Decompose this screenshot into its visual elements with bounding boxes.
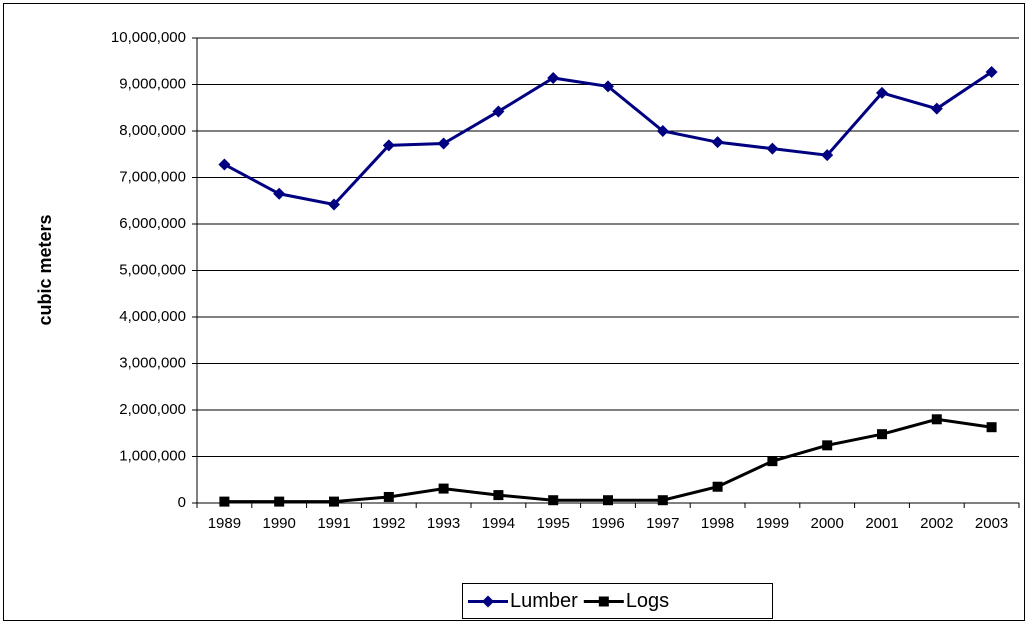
y-tick-label: 0	[178, 494, 186, 511]
marker	[602, 80, 614, 93]
marker	[219, 496, 230, 507]
y-tick-label: 10,000,000	[111, 29, 186, 46]
marker	[274, 496, 285, 507]
marker	[383, 491, 394, 502]
marker	[273, 187, 286, 200]
marker	[438, 483, 449, 494]
x-tick-label: 2000	[811, 515, 844, 532]
marker	[547, 71, 560, 84]
marker	[382, 139, 395, 152]
y-tick-label: 1,000,000	[119, 447, 186, 464]
y-tick-label: 7,000,000	[119, 168, 186, 185]
x-tick-label: 1998	[701, 515, 734, 532]
chart-border	[3, 3, 1025, 621]
y-tick-label: 8,000,000	[119, 122, 186, 139]
y-axis-label: cubic meters	[35, 214, 55, 325]
y-tick-label: 4,000,000	[119, 308, 186, 325]
marker	[766, 142, 779, 155]
marker	[821, 149, 834, 162]
marker	[598, 596, 609, 607]
marker	[822, 440, 833, 451]
x-tick-label: 1991	[317, 515, 350, 532]
y-tick-label: 2,000,000	[119, 401, 186, 418]
x-tick-label: 1993	[427, 515, 460, 532]
marker	[986, 422, 997, 433]
marker	[603, 495, 613, 506]
x-tick-label: 1996	[591, 515, 624, 532]
y-tick-label: 3,000,000	[119, 354, 186, 371]
y-tick-label: 6,000,000	[119, 215, 186, 232]
marker	[328, 198, 340, 211]
marker	[657, 495, 668, 506]
marker	[876, 86, 888, 99]
marker	[548, 495, 559, 506]
x-tick-label: 1995	[537, 515, 570, 532]
marker	[877, 429, 887, 440]
marker	[712, 481, 723, 492]
marker	[711, 136, 724, 149]
x-tick-label: 2001	[865, 515, 898, 532]
marker	[656, 125, 669, 137]
marker	[931, 414, 942, 425]
x-tick-label: 1997	[646, 515, 679, 532]
x-tick-label: 1990	[263, 515, 296, 532]
y-tick-label: 5,000,000	[119, 261, 186, 278]
x-tick-label: 1994	[482, 515, 515, 532]
marker	[482, 595, 494, 608]
x-tick-label: 2002	[920, 515, 953, 532]
x-tick-label: 1992	[372, 515, 405, 532]
x-tick-label: 2003	[975, 515, 1008, 532]
x-tick-label: 1989	[208, 515, 241, 532]
x-tick-label: 1999	[756, 515, 789, 532]
marker	[329, 496, 339, 507]
marker	[437, 137, 450, 150]
marker	[767, 456, 778, 467]
marker	[492, 105, 505, 118]
marker	[218, 158, 231, 171]
y-tick-label: 9,000,000	[119, 75, 186, 92]
legend-label: Logs	[626, 590, 669, 612]
legend-label: Lumber	[510, 590, 578, 612]
marker	[930, 102, 943, 115]
marker	[985, 65, 998, 78]
marker	[493, 490, 504, 501]
